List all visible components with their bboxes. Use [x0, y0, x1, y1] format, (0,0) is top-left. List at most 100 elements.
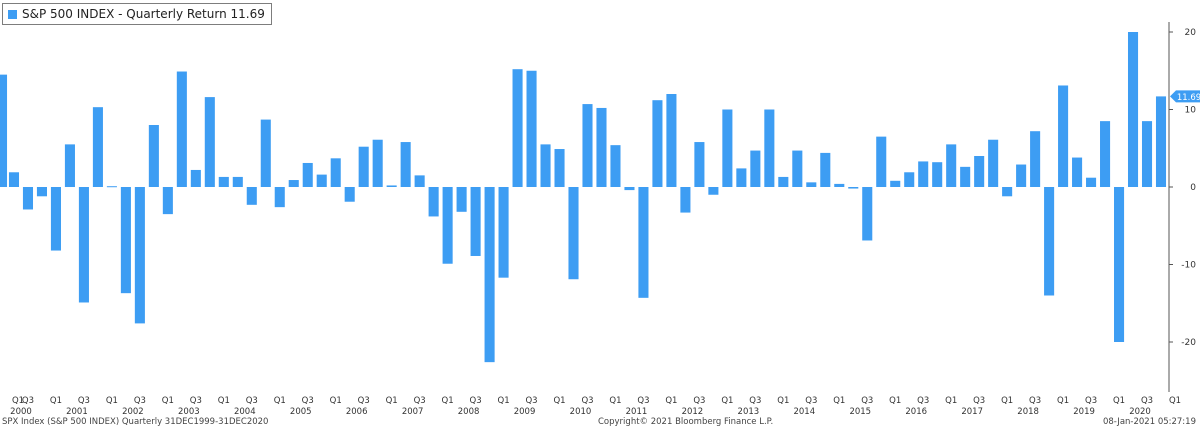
bar [652, 100, 663, 187]
x-tick-label: Q1 [665, 396, 677, 406]
bar [862, 187, 873, 241]
x-tick-label: Q1 [218, 396, 230, 406]
bar [764, 109, 775, 187]
bar [1072, 157, 1083, 187]
x-tick-label: Q1 [330, 396, 342, 406]
bar [848, 187, 859, 189]
x-tick-label: Q3 [693, 396, 705, 406]
x-tick-label: Q1 [386, 396, 398, 406]
x-tick-label: Q3 [358, 396, 370, 406]
x-tick-label: Q3 [22, 396, 34, 406]
bar [498, 187, 509, 278]
x-year-label: 2003 [178, 407, 200, 417]
x-year-label: 2011 [626, 407, 648, 417]
x-year-label: 2013 [738, 407, 760, 417]
x-tick-label: Q3 [414, 396, 426, 406]
x-tick-label: Q3 [246, 396, 258, 406]
bar [1030, 131, 1041, 187]
bar [1141, 121, 1153, 188]
bar [876, 136, 887, 188]
bar [1086, 177, 1097, 187]
x-tick-label: Q3 [749, 396, 761, 406]
bar [974, 156, 985, 187]
x-tick-label: Q1 [162, 396, 174, 406]
bar [260, 119, 271, 187]
bar [946, 144, 957, 188]
x-tick-label: Q3 [861, 396, 873, 406]
x-year-label: 2015 [849, 407, 871, 417]
bar [470, 187, 481, 256]
bar [134, 187, 145, 324]
x-tick-label: Q3 [1085, 396, 1097, 406]
x-year-label: 2017 [961, 407, 983, 417]
x-year-label: 2006 [346, 407, 368, 417]
x-year-label: 2002 [122, 407, 144, 417]
bar [554, 149, 565, 188]
bar [834, 183, 845, 187]
x-year-label: 2001 [66, 407, 88, 417]
x-tick-label: Q3 [1029, 396, 1041, 406]
bar [344, 187, 355, 202]
bar [526, 70, 537, 187]
x-tick-label: Q3 [805, 396, 817, 406]
x-tick-label: Q1 [274, 396, 286, 406]
x-year-label: 2016 [905, 407, 927, 417]
x-tick-label: Q3 [973, 396, 985, 406]
bar [50, 187, 61, 251]
bar [708, 187, 719, 195]
bar [176, 71, 187, 187]
x-tick-label: Q3 [470, 396, 482, 406]
bar [778, 176, 789, 188]
legend-swatch [8, 9, 17, 19]
y-tick-label: -20 [1181, 338, 1196, 348]
bar [820, 152, 831, 187]
bar [624, 187, 635, 191]
bar [680, 187, 691, 213]
bar [1127, 32, 1139, 187]
bar [792, 150, 803, 187]
bar [274, 187, 285, 208]
bar [372, 139, 383, 187]
x-tick-label: Q1 [498, 396, 510, 406]
bar [302, 162, 313, 187]
bar [148, 125, 159, 187]
bar [582, 104, 593, 187]
x-tick-label: Q3 [134, 396, 146, 406]
last-value-label: 11.69 [1177, 93, 1200, 103]
chart-legend: S&P 500 INDEX - Quarterly Return 11.69 [2, 3, 272, 25]
footer-copyright: Copyright© 2021 Bloomberg Finance L.P. [598, 417, 774, 427]
bar [428, 187, 439, 217]
x-tick-label: Q1 [1001, 396, 1013, 406]
bar [162, 187, 173, 215]
bar [106, 186, 117, 188]
x-tick-label: Q1 [1113, 396, 1125, 406]
footer-left: SPX Index (S&P 500 INDEX) Quarterly 31DE… [2, 417, 269, 427]
bar [456, 187, 467, 212]
y-tick-label: 0 [1190, 183, 1196, 193]
x-tick-label: Q1 [889, 396, 901, 406]
bar [988, 139, 999, 187]
x-year-label: 2010 [570, 407, 592, 417]
bar [232, 176, 243, 188]
y-tick-label: -10 [1181, 261, 1196, 271]
x-tick-label: Q1 [1057, 396, 1069, 406]
bar [218, 176, 229, 188]
last-value-tag [1170, 90, 1200, 103]
bar [1002, 187, 1013, 197]
x-tick-label: Q1 [833, 396, 845, 406]
bar [1155, 96, 1167, 187]
bar [512, 69, 523, 187]
bar [400, 142, 411, 187]
bar [666, 94, 677, 187]
x-year-label: 2009 [514, 407, 536, 417]
x-tick-label: Q1 [553, 396, 565, 406]
y-tick-label: 10 [1185, 106, 1197, 116]
x-tick-label: Q3 [302, 396, 314, 406]
bar [442, 187, 453, 264]
bar [8, 172, 20, 187]
bar [890, 180, 901, 187]
bar [330, 158, 341, 187]
bar [694, 142, 705, 187]
bar [918, 161, 929, 187]
